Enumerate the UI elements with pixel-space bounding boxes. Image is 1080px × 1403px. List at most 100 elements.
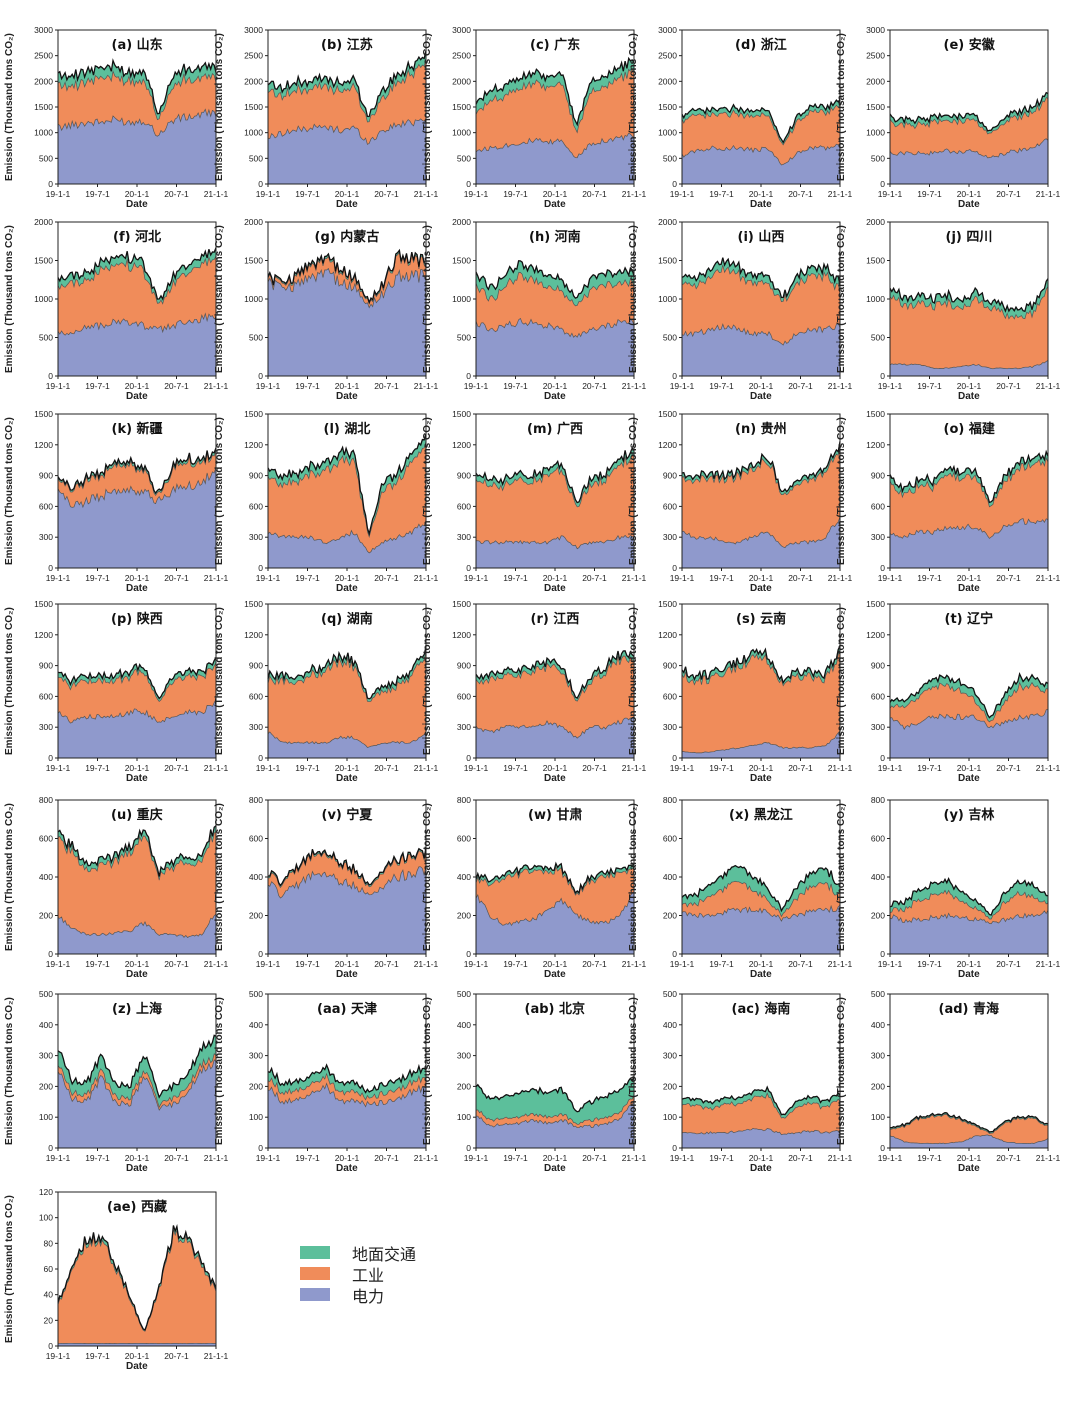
x-tick-label: 19-1-1 [256, 959, 281, 969]
series-boundary-line [889, 449, 1049, 504]
chart-plot: 0 100 200 300 400 500 19-1-1 19-7-1 20-1-1 20-7-1… [249, 989, 439, 1163]
y-tick-label: 1500 [452, 102, 471, 112]
y-tick-label: 200 [457, 1081, 471, 1091]
x-tick-label: 19-1-1 [46, 959, 71, 969]
y-tick-label: 600 [39, 691, 53, 701]
chart-plot: 0 200 400 600 800 19-1-1 19-7-1 20-1-1 20-7-1 21-… [39, 795, 229, 969]
y-axis-label: Emission (Thousand tons CO₂) [4, 607, 15, 755]
y-tick-label: 600 [663, 834, 677, 844]
area-series [682, 441, 840, 495]
y-tick-label: 3000 [34, 25, 53, 35]
x-tick-label: 21-1-1 [622, 1153, 647, 1163]
area-series [682, 905, 840, 954]
x-tick-label: 19-7-1 [503, 763, 528, 773]
y-tick-label: 0 [880, 563, 885, 573]
y-tick-label: 1000 [452, 294, 471, 304]
y-tick-label: 300 [249, 1051, 263, 1061]
chart-panel: 0 200 400 600 800 19-1-1 19-7-1 20-1-1 20-7-1 21-… [214, 795, 439, 988]
x-tick-label: 19-7-1 [85, 573, 110, 583]
series-boundary-line [267, 58, 427, 123]
legend-label-transport: 地面交通 [352, 1244, 417, 1264]
y-tick-label: 2000 [34, 217, 53, 227]
y-tick-label: 600 [39, 501, 53, 511]
y-tick-label: 300 [249, 532, 263, 542]
y-tick-label: 1500 [658, 256, 677, 266]
series-boundary-line [681, 322, 841, 346]
y-tick-label: 80 [44, 1238, 54, 1248]
area-series [268, 651, 426, 748]
y-tick-label: 900 [871, 661, 885, 671]
area-series [58, 1059, 216, 1148]
chart-plot: 0 100 200 300 400 500 19-1-1 19-7-1 20-1-1 20-7-1… [457, 989, 647, 1163]
area-series [268, 252, 426, 308]
series-boundary-line [681, 104, 841, 146]
area-series [890, 286, 1048, 369]
area-series [58, 109, 216, 184]
x-tick-label: 19-1-1 [256, 189, 281, 199]
y-tick-label: 0 [258, 1143, 263, 1153]
y-tick-label: 300 [663, 532, 677, 542]
x-tick-label: 20-1-1 [125, 1153, 150, 1163]
x-tick-label: 19-1-1 [670, 1153, 695, 1163]
x-tick-label: 19-7-1 [295, 763, 320, 773]
area-series [476, 272, 634, 338]
y-tick-label: 40 [44, 1290, 54, 1300]
area-series [58, 699, 216, 758]
y-tick-label: 1500 [244, 599, 263, 609]
x-axis-label: Date [544, 583, 566, 594]
y-tick-label: 1500 [866, 599, 885, 609]
x-tick-label: 20-7-1 [788, 1153, 813, 1163]
series-boundary-line [889, 1134, 1049, 1145]
x-tick-label: 19-1-1 [670, 573, 695, 583]
area-series [476, 717, 634, 758]
x-axis-label: Date [544, 773, 566, 784]
x-tick-label: 20-1-1 [543, 1153, 568, 1163]
chart-panel: 0 200 400 600 800 19-1-1 19-7-1 20-1-1 20-7-1 21-… [4, 795, 229, 988]
y-tick-label: 1500 [658, 102, 677, 112]
y-axis-label: Emission (Thousand tons CO₂) [4, 33, 15, 181]
chart-panel: 0 300 600 900 1200 1500 19-1-1 19-7-1 20-1-1 20-7… [628, 409, 853, 602]
y-tick-label: 500 [39, 989, 53, 999]
chart-title: (ad) 青海 [938, 1002, 1000, 1017]
x-tick-label: 19-1-1 [878, 763, 903, 773]
y-tick-label: 0 [48, 179, 53, 189]
chart-panel: 0 200 400 600 800 19-1-1 19-7-1 20-1-1 20-7-1 21-… [422, 795, 647, 988]
x-tick-label: 20-1-1 [957, 1153, 982, 1163]
y-tick-label: 500 [663, 333, 677, 343]
y-tick-label: 900 [39, 661, 53, 671]
y-axis-label: Emission (Thousand tons CO₂) [836, 997, 847, 1145]
chart-title: (ae) 西藏 [107, 1200, 167, 1215]
chart-title: (j) 四川 [945, 230, 993, 245]
series-boundary-line [889, 909, 1049, 925]
y-tick-label: 0 [466, 753, 471, 763]
y-tick-label: 1500 [866, 102, 885, 112]
x-tick-label: 20-1-1 [957, 573, 982, 583]
y-tick-label: 0 [258, 179, 263, 189]
x-tick-label: 19-7-1 [709, 959, 734, 969]
chart-plot: 0 100 200 300 400 500 19-1-1 19-7-1 20-1-1 20-7-1… [663, 989, 853, 1163]
area-series [890, 674, 1048, 722]
x-axis-label: Date [336, 199, 358, 210]
y-tick-label: 1500 [866, 409, 885, 419]
y-tick-label: 500 [457, 333, 471, 343]
series-boundary-line [889, 1113, 1049, 1134]
y-tick-label: 600 [663, 501, 677, 511]
y-tick-label: 200 [39, 911, 53, 921]
x-tick-label: 19-7-1 [503, 189, 528, 199]
x-tick-label: 19-7-1 [85, 763, 110, 773]
y-tick-label: 400 [663, 1020, 677, 1030]
y-tick-label: 2000 [244, 217, 263, 227]
x-axis-label: Date [126, 583, 148, 594]
x-tick-label: 21-1-1 [204, 1153, 229, 1163]
x-tick-label: 20-1-1 [335, 1153, 360, 1163]
series-boundary-line [57, 447, 217, 495]
chart-plot: 0 500 1000 1500 2000 19-1-1 19-7-1 20-1-1 20-7-1… [452, 217, 646, 391]
area-series [476, 1076, 634, 1125]
x-tick-label: 19-7-1 [503, 959, 528, 969]
area-series [890, 1112, 1048, 1134]
y-axis-label: Emission (Thousand tons CO₂) [214, 997, 225, 1145]
x-tick-label: 20-1-1 [543, 381, 568, 391]
area-series [268, 864, 426, 954]
x-tick-label: 19-1-1 [46, 573, 71, 583]
